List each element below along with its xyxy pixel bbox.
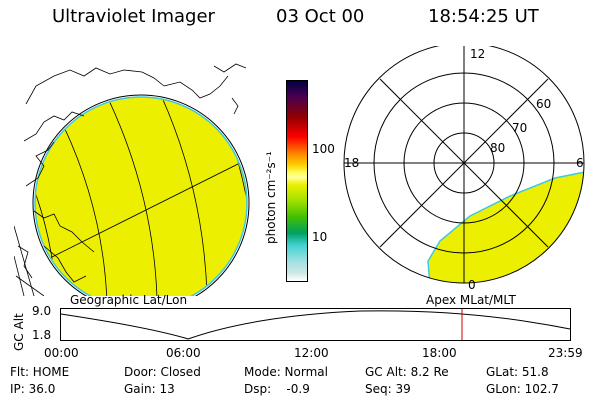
altitude-ylabel: GC Alt [12,313,26,351]
mlat-label-70: 70 [512,121,527,135]
xtick-0000: 00:00 [44,346,79,360]
info-seq: Seq: 39 [365,382,411,396]
xtick-1800: 18:00 [422,346,457,360]
earth-limb [32,94,250,296]
info-door: Door: Closed [124,365,201,379]
mlt-label-0: 0 [468,278,476,292]
coastlines [17,63,247,283]
geographic-image [14,63,250,296]
info-glat: GLat: 51.8 [486,365,549,379]
info-flight: Flt: HOME [10,365,70,379]
info-gain: Gain: 13 [124,382,175,396]
date-label: 03 Oct 00 [276,6,365,27]
info-dsp: Dsp: -0.9 [244,382,310,396]
mlt-label-12: 12 [470,47,485,61]
altitude-ytick-low: 1.8 [32,328,52,342]
altitude-ytick-high: 9.0 [32,304,52,318]
polar-plot: 12 18 6 0 60 70 80 [343,46,585,292]
colorbar-unit-label: photon cm⁻²s⁻¹ [264,151,278,244]
time-label: 18:54:25 UT [428,6,539,27]
info-glon: GLon: 102.7 [486,382,559,396]
left-panel-label: Geographic Lat/Lon [70,293,188,307]
right-panel-label: Apex MLat/MLT [426,293,516,307]
altitude-plot [60,308,571,341]
altitude-curve [60,310,571,340]
aurora-region [417,170,584,283]
uv-image-disk [34,96,248,296]
app-title: Ultraviolet Imager [52,6,215,27]
xtick-2359: 23:59 [548,346,583,360]
info-gc-alt: GC Alt: 8.2 Re [365,365,449,379]
mlt-label-6: 6 [576,156,584,170]
xtick-0600: 06:00 [166,346,201,360]
mlat-label-60: 60 [536,97,551,111]
polar-grid [343,46,585,284]
colorbar [286,80,308,282]
mlt-label-18: 18 [344,156,359,170]
xtick-1200: 12:00 [294,346,329,360]
info-ip: IP: 36.0 [10,382,56,396]
colorbar-tick-10: 10 [312,230,328,244]
mlat-label-80: 80 [490,141,505,155]
colorbar-tick-100: 100 [312,142,335,156]
info-mode: Mode: Normal [244,365,328,379]
